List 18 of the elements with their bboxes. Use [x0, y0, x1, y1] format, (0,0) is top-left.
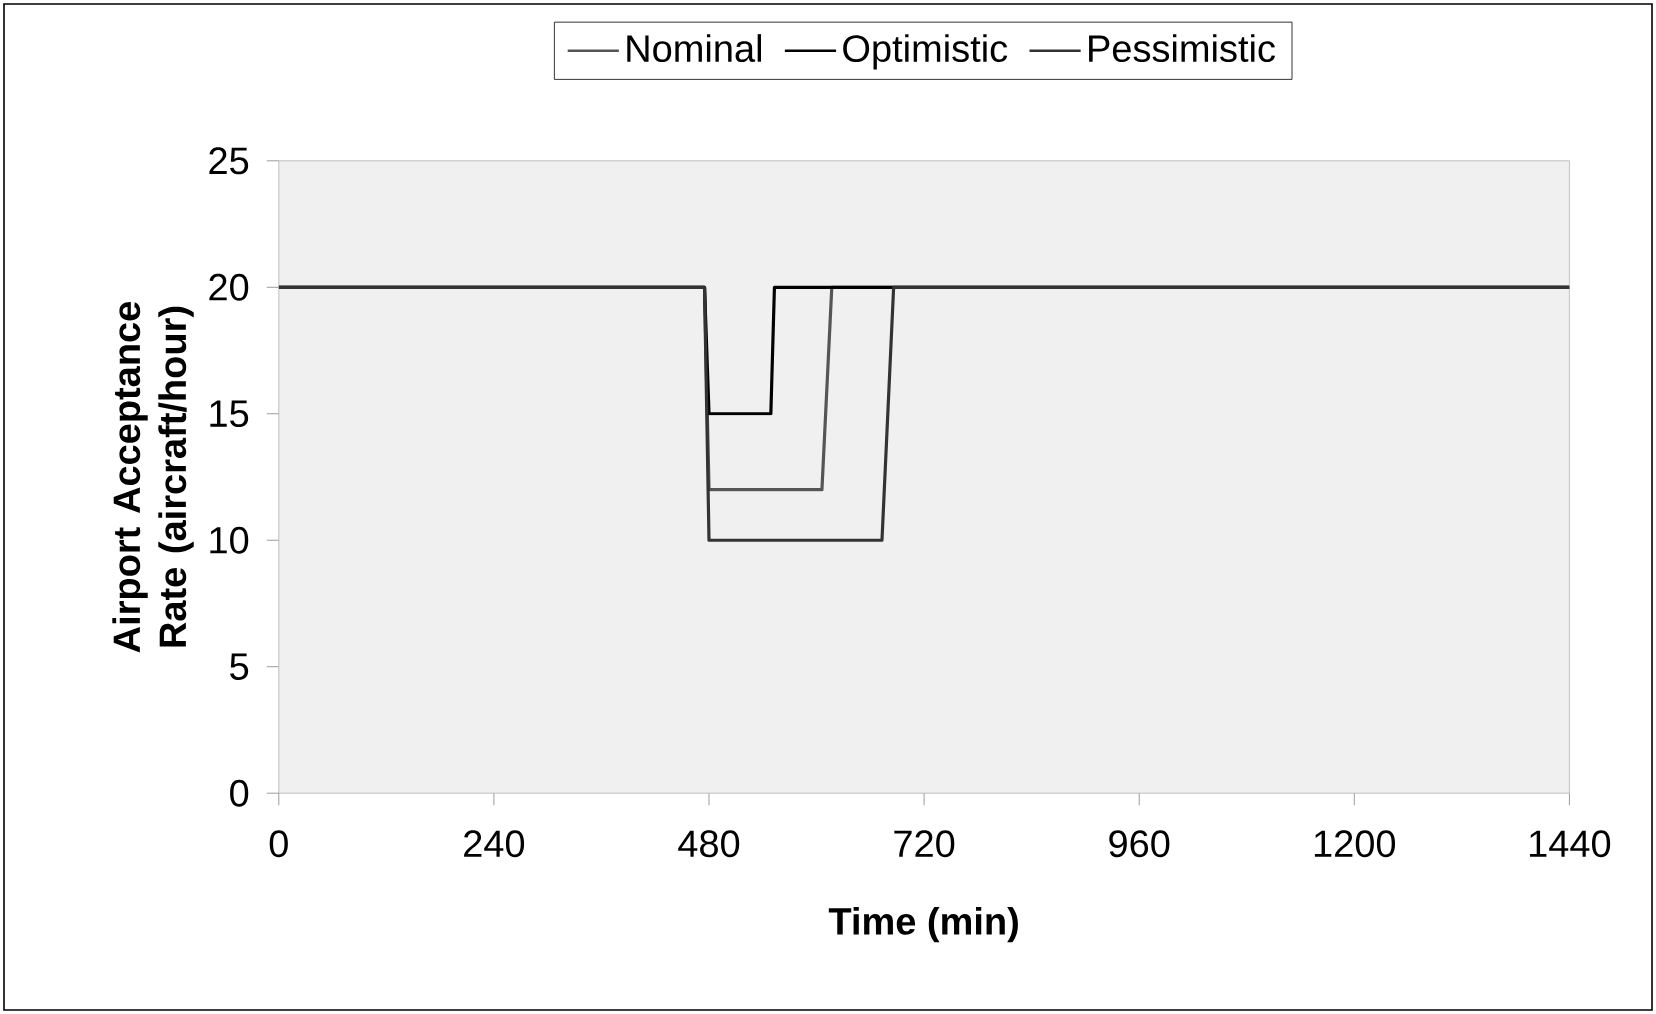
- y-tick-label: 5: [230, 653, 249, 680]
- y-tick-label: 15: [210, 400, 249, 428]
- x-tick-label: 720: [894, 830, 955, 858]
- y-axis-title: Airport Acceptance Rate (aircraft/hour): [112, 302, 194, 653]
- legend-label: Nominal: [627, 34, 761, 63]
- x-tick-label: 1200: [1314, 830, 1396, 858]
- x-tick-label: 0: [269, 830, 288, 858]
- x-axis-title: Time (min): [828, 906, 1018, 943]
- y-tick-label: 10: [210, 526, 249, 554]
- x-tick-label: 480: [678, 830, 740, 858]
- y-tick-label: 0: [230, 779, 249, 807]
- legend-label: Pessimistic: [1089, 34, 1275, 63]
- y-tick-label: 25: [209, 147, 249, 175]
- x-tick-label: 960: [1109, 830, 1170, 858]
- x-tick-label: 1440: [1530, 830, 1611, 858]
- y-tick-label: 20: [209, 273, 249, 301]
- legend-label: Optimistic: [843, 34, 1008, 70]
- x-tick-label: 240: [464, 830, 525, 858]
